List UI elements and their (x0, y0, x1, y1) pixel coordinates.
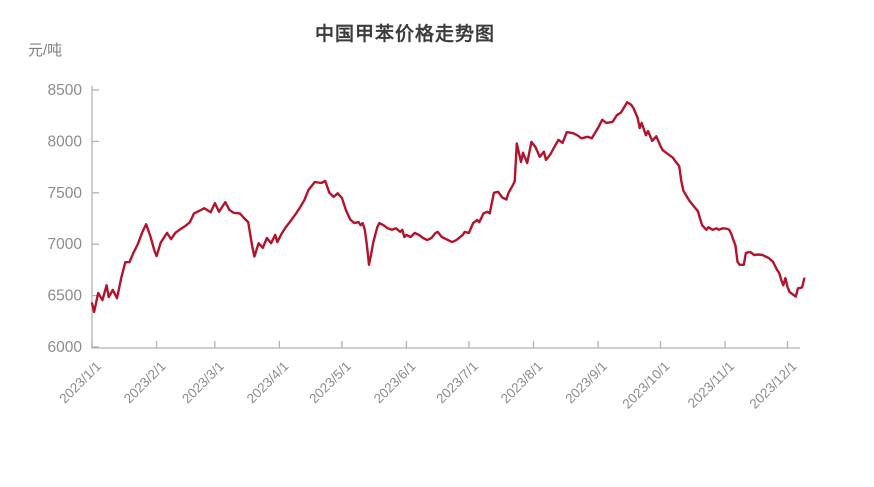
x-tick-label: 2023/10/1 (620, 359, 673, 412)
x-tick-label: 2023/5/1 (306, 359, 354, 407)
x-tick-label: 2023/4/1 (244, 359, 292, 407)
chart-title: 中国甲苯价格走势图 (314, 24, 495, 45)
axis-lines (91, 86, 800, 349)
y-axis-unit-label: 元/吨 (28, 42, 63, 59)
price-series-line (90, 101, 806, 314)
y-tick-label: 8500 (48, 82, 83, 99)
x-tick-label: 2023/2/1 (121, 359, 169, 407)
y-tick-label: 8000 (48, 133, 83, 150)
y-tick-label: 7500 (48, 185, 83, 202)
x-tick-label: 2023/3/1 (179, 359, 227, 407)
y-tick-label: 6000 (48, 339, 83, 356)
x-tick-label: 2023/8/1 (498, 359, 546, 407)
x-tick-label: 2023/11/1 (685, 359, 737, 411)
x-tick-label: 2023/9/1 (562, 359, 610, 407)
y-tick-label: 6500 (48, 288, 83, 305)
x-tick-label: 2023/1/1 (56, 359, 104, 407)
x-tick-label: 2023/6/1 (371, 359, 419, 407)
x-tick-label: 2023/12/1 (747, 359, 800, 412)
y-tick-label: 7000 (48, 236, 83, 253)
x-tick-label: 2023/7/1 (433, 359, 481, 407)
